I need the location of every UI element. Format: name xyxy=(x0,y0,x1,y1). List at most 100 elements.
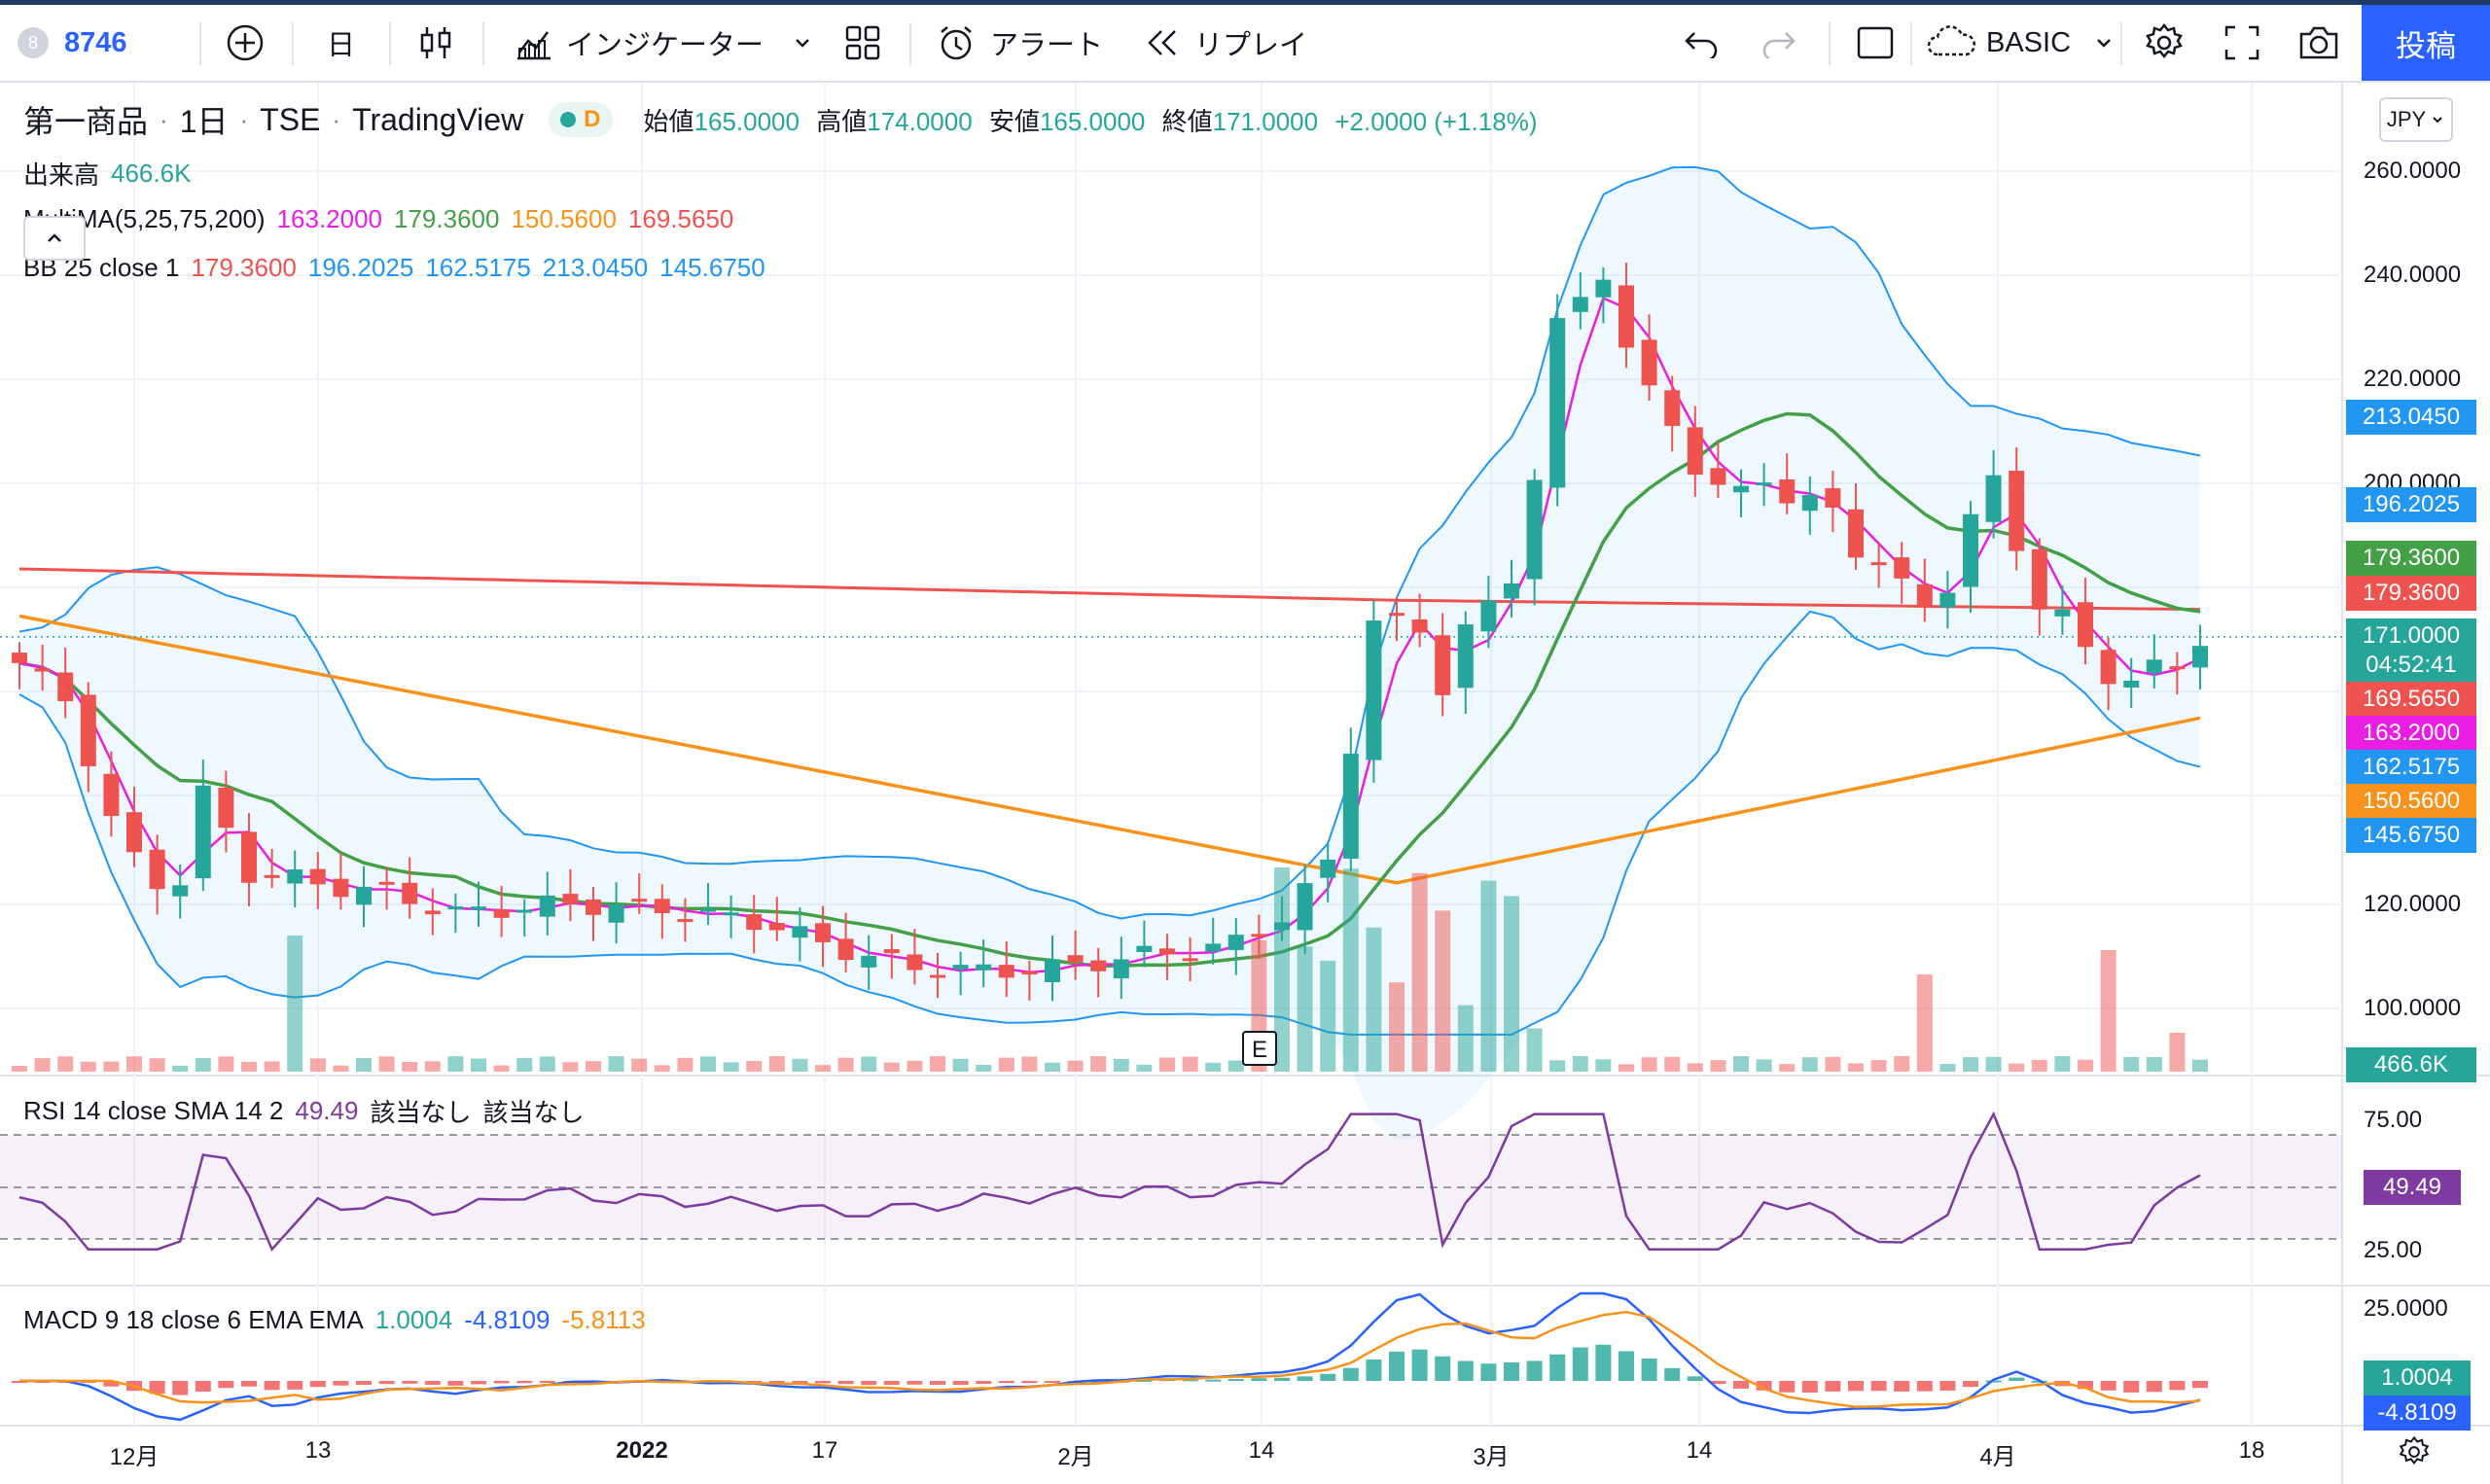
candle-body xyxy=(2078,602,2093,648)
macd-histogram-bar xyxy=(1227,1379,1244,1382)
layout-button[interactable]: BASIC xyxy=(1926,5,2116,81)
symbol-label: 8746 xyxy=(64,26,127,58)
macd-histogram-bar xyxy=(883,1381,900,1386)
chart-type-button[interactable] xyxy=(418,5,453,81)
symbol-search[interactable]: 8 8746 xyxy=(18,5,127,81)
low-value: 165.0000 xyxy=(1039,106,1146,136)
bb-legend: BB 25 close 1 179.3600 196.2025 162.5175… xyxy=(23,253,765,283)
macd-histogram-bar xyxy=(2192,1381,2208,1389)
candle-body xyxy=(1641,339,1657,386)
price-axis-label: 466.6K xyxy=(2346,1047,2476,1082)
macd-signal-value: -5.8113 xyxy=(561,1305,646,1334)
candle-body xyxy=(1687,427,1703,476)
macd-histogram-bar xyxy=(1825,1381,1841,1392)
macd-histogram-bar xyxy=(2078,1381,2093,1390)
macd-histogram-bar xyxy=(952,1381,969,1386)
screenshot-button[interactable] xyxy=(2297,5,2340,81)
replay-label: リプレイ xyxy=(1194,30,1308,61)
macd-histogram-bar xyxy=(195,1381,211,1393)
price-chart[interactable]: E xyxy=(0,83,2490,1484)
rewind-icon xyxy=(1148,30,1176,55)
compare-add-button[interactable] xyxy=(226,5,265,81)
currency-select[interactable]: JPY xyxy=(2379,97,2453,142)
macd-histogram-bar xyxy=(471,1381,486,1385)
interval-button[interactable]: 日 xyxy=(327,5,355,81)
symbol-badge-icon: 8 xyxy=(18,27,49,58)
indicators-label: インジケーター xyxy=(566,30,765,61)
price-axis-label: 169.5650 xyxy=(2346,682,2476,717)
candle-body xyxy=(1985,475,2002,522)
volume-bar xyxy=(1389,982,1405,1072)
candle-body xyxy=(333,878,349,898)
volume-bar xyxy=(952,1058,969,1072)
macd-histogram-bar xyxy=(1366,1359,1382,1381)
post-button[interactable]: 投稿 xyxy=(2362,5,2490,81)
candle-body xyxy=(586,899,601,915)
candle-body xyxy=(149,849,165,890)
macd-histogram-bar xyxy=(1182,1379,1198,1382)
candle-body xyxy=(172,885,189,897)
volume-bar xyxy=(471,1058,486,1072)
macd-histogram-bar xyxy=(2146,1381,2162,1393)
volume-bar xyxy=(562,1062,579,1072)
macd-histogram-bar xyxy=(1504,1361,1519,1381)
macd-histogram-bar xyxy=(149,1381,165,1395)
ma200-line xyxy=(18,567,2201,612)
price-tick: 100.0000 xyxy=(2364,995,2462,1021)
candle-body xyxy=(1710,468,1726,485)
settings-button[interactable] xyxy=(2144,5,2185,81)
alert-button[interactable]: アラート xyxy=(936,5,1103,81)
axis-settings-button[interactable] xyxy=(2398,1435,2431,1473)
price-axis-label: 163.2000 xyxy=(2346,716,2476,751)
macd-histogram-bar xyxy=(1572,1347,1588,1381)
candle-body xyxy=(1045,959,1060,983)
chevron-down-icon xyxy=(2433,117,2442,124)
candle-body xyxy=(1251,934,1267,937)
market-status-badge[interactable]: D xyxy=(549,102,613,137)
ma75-line xyxy=(18,614,2201,885)
templates-button[interactable] xyxy=(844,5,881,81)
plus-circle-icon xyxy=(227,24,264,61)
volume-bar xyxy=(2054,1056,2071,1072)
fullscreen-rect-button[interactable] xyxy=(1856,5,1895,81)
candle-body xyxy=(2009,471,2025,551)
macd-histogram-bar xyxy=(402,1381,418,1384)
post-label: 投稿 xyxy=(2396,28,2456,63)
candle-body xyxy=(1435,635,1451,695)
volume-bar xyxy=(976,1064,992,1072)
volume-bar xyxy=(608,1056,624,1072)
undo-button[interactable] xyxy=(1683,5,1722,81)
replay-button[interactable]: リプレイ xyxy=(1146,5,1307,81)
macd-histogram-bar xyxy=(2009,1377,2025,1381)
chevron-up-icon xyxy=(48,233,61,242)
macd-histogram-bar xyxy=(1389,1351,1405,1381)
candle-body xyxy=(12,653,27,663)
volume-bar xyxy=(1526,1028,1543,1072)
candle-body xyxy=(837,938,854,961)
macd-histogram-bar xyxy=(1274,1377,1290,1381)
symbol-name: 第一商品 xyxy=(23,104,149,139)
indicators-button[interactable]: インジケーター xyxy=(514,5,814,81)
volume-bar xyxy=(1021,1056,1038,1072)
rsi-tick: 75.00 xyxy=(2364,1107,2423,1133)
volume-bar xyxy=(1595,1059,1612,1072)
redo-button[interactable] xyxy=(1759,5,1797,81)
top-toolbar: 8 8746 日 インジケーター アラート リプレイ BASIC xyxy=(0,5,2490,83)
macd-histogram-bar xyxy=(493,1381,510,1384)
candle-body xyxy=(562,894,579,904)
macd-histogram-bar xyxy=(1045,1381,1060,1383)
price-axis-label: 145.6750 xyxy=(2346,818,2476,853)
macd-histogram-bar xyxy=(172,1381,189,1396)
currency-label: JPY xyxy=(2386,107,2427,131)
alert-label: アラート xyxy=(990,30,1104,61)
volume-bar xyxy=(1045,1062,1060,1072)
rsi-current-label: 49.49 xyxy=(2364,1170,2461,1205)
time-tick: 14 xyxy=(1686,1437,1713,1464)
macd-histogram-bar xyxy=(516,1381,533,1384)
candle-body xyxy=(1366,620,1382,760)
rsi-legend: RSI 14 close SMA 14 2 49.49 該当なし 該当なし xyxy=(23,1093,584,1129)
volume-bar xyxy=(1342,868,1359,1072)
collapse-legend-button[interactable] xyxy=(23,216,86,261)
fullscreen-button[interactable] xyxy=(2223,5,2260,81)
macd-histogram-bar xyxy=(792,1381,808,1384)
